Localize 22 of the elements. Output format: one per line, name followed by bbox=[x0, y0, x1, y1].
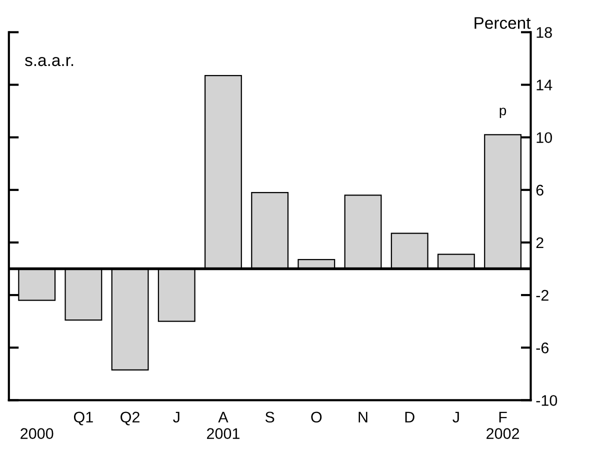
x-tick-label: A 2001 bbox=[207, 412, 240, 439]
y-axis-title: Percent bbox=[474, 17, 531, 29]
y-tick-label: 14 bbox=[536, 80, 552, 90]
x-tick-label: F 2002 bbox=[486, 412, 520, 439]
x-tick-label: S bbox=[265, 412, 274, 423]
x-tick-label: 2000 bbox=[20, 428, 54, 439]
y-tick-label: 10 bbox=[536, 132, 552, 144]
y-tick-label: -6 bbox=[536, 342, 549, 354]
y-tick-label: -10 bbox=[536, 395, 558, 406]
annotation: s.a.a.r. bbox=[25, 56, 74, 66]
x-tick-label: N bbox=[358, 412, 368, 422]
x-tick-label: J bbox=[452, 412, 459, 423]
x-tick-label: J bbox=[173, 412, 180, 423]
x-tick-label: O bbox=[311, 412, 322, 423]
x-tick-label: Q1 bbox=[74, 412, 93, 426]
y-tick-label: 6 bbox=[536, 184, 544, 196]
x-tick-label: Q2 bbox=[120, 412, 140, 426]
x-tick-label: D bbox=[405, 412, 414, 422]
y-tick-label: 2 bbox=[536, 237, 544, 248]
y-tick-label: -2 bbox=[536, 290, 548, 301]
y-tick-label: 18 bbox=[536, 27, 552, 38]
annotation: p bbox=[500, 108, 506, 118]
